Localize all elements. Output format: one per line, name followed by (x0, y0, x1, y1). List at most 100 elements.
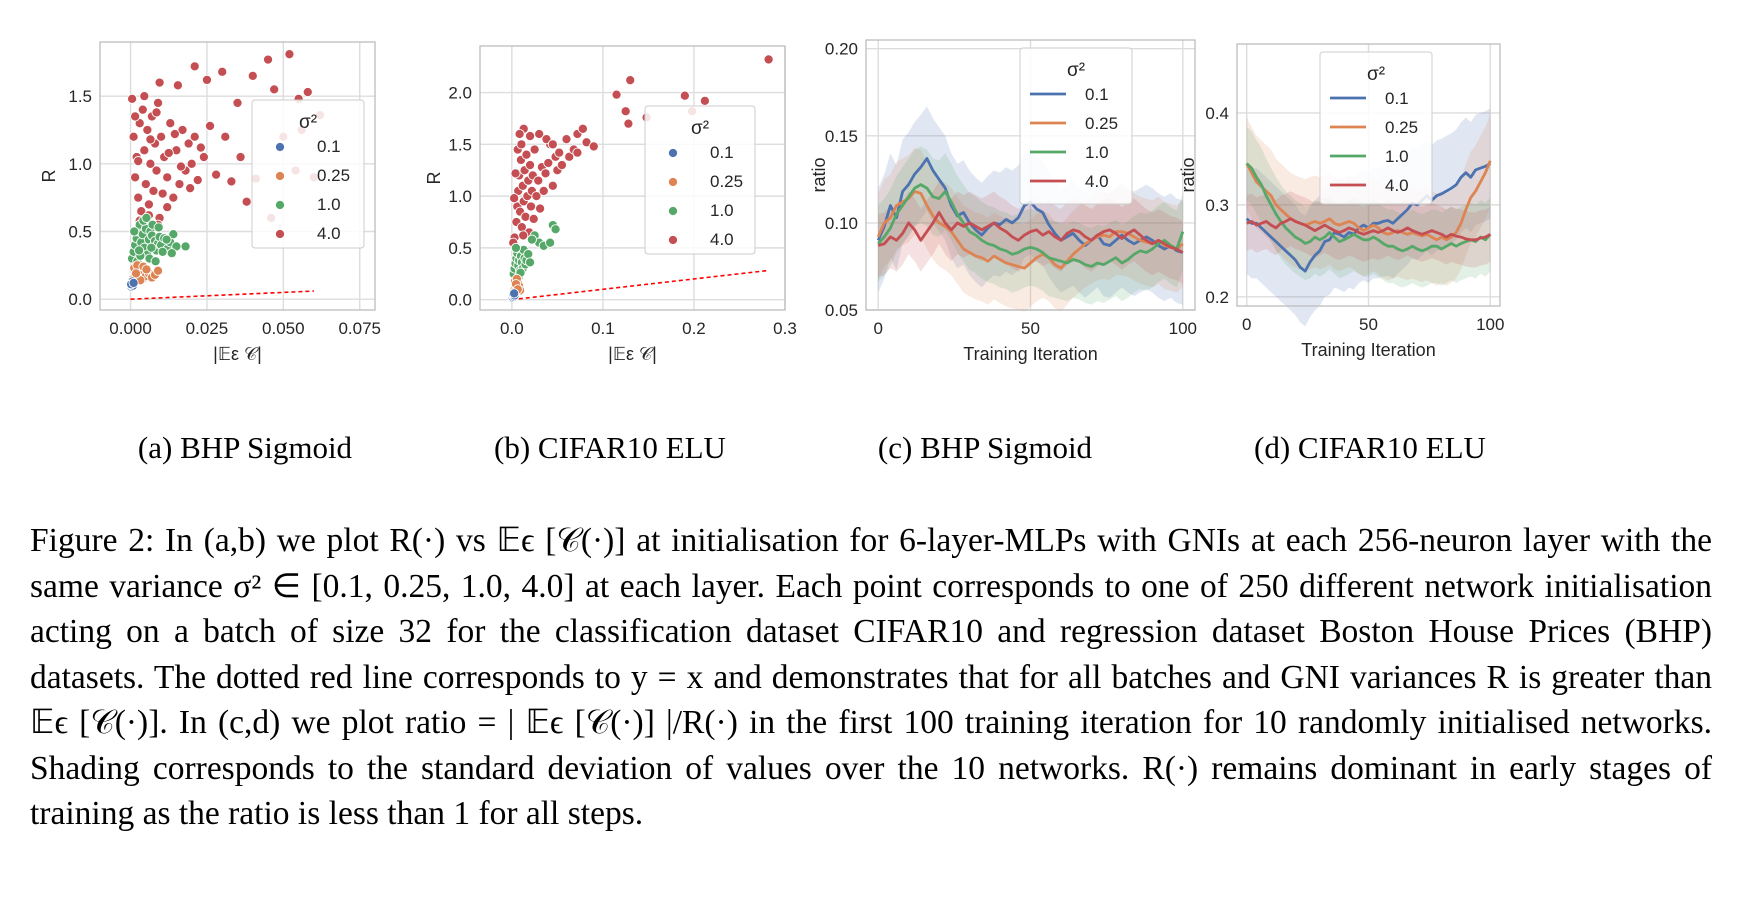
data-point (134, 245, 145, 256)
legend-entry-label: 1.0 (1385, 147, 1409, 166)
y-tick-label: 0.5 (448, 239, 472, 258)
data-point (133, 192, 144, 203)
legend-title: σ² (691, 118, 709, 139)
figure-caption: Figure 2: In (a,b) we plot R(·) vs 𝔼ϵ [𝒞… (30, 518, 1712, 837)
data-point (185, 183, 196, 194)
x-tick-label: 0.2 (682, 319, 706, 338)
series-line-1.0 (877, 183, 1185, 268)
y-tick-label: 1.0 (68, 155, 92, 174)
data-point (198, 152, 209, 163)
x-axis-label: |𝔼ε 𝒞| (608, 344, 657, 364)
legend-entry-label: 0.25 (1085, 114, 1118, 133)
data-point (302, 87, 313, 98)
data-point (588, 141, 599, 152)
data-point (531, 191, 542, 202)
legend-entry-label: 0.25 (710, 172, 743, 191)
y-axis-label: R (424, 172, 444, 185)
data-point (620, 106, 631, 117)
data-point (142, 124, 153, 136)
std-band-0.25 (878, 148, 1183, 312)
legend-marker (274, 141, 286, 153)
legend-entry-label: 0.1 (710, 143, 734, 162)
data-point (520, 211, 531, 222)
data-point (153, 265, 164, 276)
data-point (547, 180, 558, 191)
data-point (528, 213, 539, 224)
data-point (763, 54, 774, 65)
data-point (172, 80, 183, 91)
y-tick-label: 0.15 (825, 127, 858, 146)
data-point (161, 234, 172, 245)
data-point (156, 131, 167, 142)
legend: σ²0.1 0.25 1.0 4.0 (1319, 51, 1433, 205)
legend-entry-label: 1.0 (1085, 143, 1109, 162)
data-point (564, 151, 575, 162)
y-axis-label: ratio (809, 157, 829, 192)
data-point (521, 149, 532, 160)
x-tick-label: 0.075 (338, 319, 381, 338)
y-tick-label: 0.20 (825, 40, 858, 59)
x-tick-label: 0.3 (773, 319, 797, 338)
legend-marker (274, 228, 286, 240)
data-point (163, 147, 174, 159)
panel-c: 0 50 100 0.05 0.10 0.15 0.20 Training Iteration… (800, 0, 1250, 470)
x-tick-label: 0.025 (186, 319, 229, 338)
subcaption-d: (d) CIFAR10 ELU (1254, 430, 1486, 465)
data-point (130, 172, 141, 183)
data-point (127, 93, 138, 104)
data-point (510, 242, 522, 253)
data-point (241, 196, 252, 207)
data-point (177, 124, 188, 136)
data-point (533, 175, 544, 186)
plot-frame (1236, 43, 1501, 307)
y-tick-label: 1.5 (448, 135, 472, 154)
data-point (211, 169, 222, 180)
data-point (547, 139, 558, 150)
data-point (529, 144, 540, 155)
legend: σ²0.1 0.25 1.0 4.0 (1019, 47, 1133, 205)
y-tick-label: 2.0 (448, 84, 472, 103)
data-point (525, 160, 536, 171)
y-axis-label: R (39, 170, 59, 183)
data-point (129, 226, 140, 237)
series-0.25 (127, 260, 164, 286)
data-point (153, 97, 164, 108)
series-line-4.0 (1246, 217, 1491, 242)
data-point (545, 237, 556, 248)
data-point (141, 212, 152, 224)
data-point (136, 206, 147, 217)
legend-marker (667, 176, 679, 188)
data-point (139, 145, 150, 156)
legend-box (1019, 47, 1133, 205)
data-point (146, 242, 157, 253)
legend-entry-label: 4.0 (1385, 176, 1409, 195)
reference-line-y-equals-x (511, 269, 767, 301)
data-point (140, 179, 151, 190)
y-axis-label: ratio (1178, 157, 1198, 192)
data-point (168, 192, 179, 203)
y-tick-label: 1.5 (68, 87, 92, 106)
panel-d: 0 50 100 0.2 0.3 0.4 Training Iteration ratio σ²… (1178, 0, 1720, 470)
series-0.1 (126, 276, 139, 293)
data-point (523, 249, 534, 260)
data-point (220, 131, 231, 142)
x-tick-label: 50 (1359, 315, 1378, 334)
data-point (189, 131, 200, 142)
data-point (137, 104, 148, 115)
plot-frame (865, 39, 1196, 311)
x-tick-label: 0.0 (500, 319, 524, 338)
data-point (186, 158, 197, 169)
data-point (153, 222, 164, 233)
std-band-0.1 (878, 106, 1183, 305)
plot-frame (99, 41, 376, 311)
data-point (141, 264, 152, 275)
reference-line-y-equals-x (130, 290, 314, 300)
data-point (162, 202, 173, 213)
subcaption-a: (a) BHP Sigmoid (137, 430, 353, 465)
y-tick-label: 0.0 (68, 290, 92, 309)
x-axis-label: Training Iteration (963, 344, 1097, 364)
data-point (175, 161, 187, 172)
data-point (611, 89, 622, 100)
